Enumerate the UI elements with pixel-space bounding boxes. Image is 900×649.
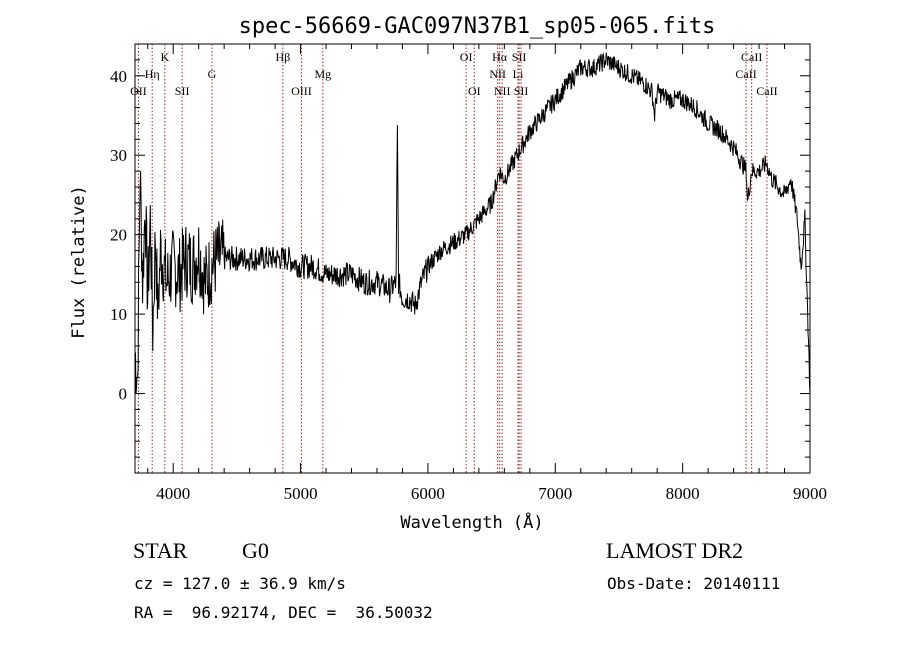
- ra-dec: RA = 96.92174, DEC = 36.50032: [134, 603, 433, 622]
- x-tick-label: 7000: [538, 484, 572, 503]
- x-tick-label: 9000: [793, 484, 827, 503]
- chart-title: spec-56669-GAC097N37B1_sp05-065.fits: [239, 14, 716, 39]
- line-marker-label: CaII: [741, 50, 762, 64]
- line-marker-label: Mg: [315, 67, 332, 81]
- line-marker-label: Li: [513, 67, 524, 81]
- x-axis-label: Wavelength (Å): [400, 511, 543, 533]
- line-marker-label: Hβ: [275, 50, 290, 64]
- line-marker-label: G: [208, 67, 217, 81]
- object-subclass: G0: [242, 538, 269, 563]
- y-axis-label: Flux (relative): [69, 185, 89, 339]
- y-tick-label: 30: [110, 146, 127, 165]
- line-marker-label: SII: [512, 50, 527, 64]
- y-tick-label: 10: [110, 305, 127, 324]
- survey-name: LAMOST DR2: [606, 538, 744, 563]
- x-tick-label: 4000: [156, 484, 190, 503]
- line-marker-label: SII: [175, 84, 190, 98]
- line-marker-label: CaII: [735, 67, 756, 81]
- observation-date: Obs-Date: 20140111: [607, 574, 781, 593]
- line-marker-label: OIII: [291, 84, 312, 98]
- y-tick-label: 0: [119, 385, 128, 404]
- plot-frame: [134, 43, 811, 474]
- y-tick-label: 40: [110, 67, 127, 86]
- y-tick-label: 20: [110, 226, 127, 245]
- x-tick-label: 8000: [666, 484, 700, 503]
- line-marker-label: CaII: [756, 84, 777, 98]
- line-marker-label: K: [160, 50, 169, 64]
- line-marker-label: NII: [489, 67, 506, 81]
- line-marker-label: NII: [494, 84, 511, 98]
- plot-area: OIIHηKSIIGHβOIIIMgOIOIHαNIINIILiSIISIICa…: [110, 43, 827, 503]
- redshift-cz: cz = 127.0 ± 36.9 km/s: [134, 574, 346, 593]
- x-tick-label: 5000: [284, 484, 318, 503]
- line-marker-label: OI: [468, 84, 481, 98]
- object-class: STAR: [133, 538, 188, 563]
- line-marker-label: OI: [460, 50, 473, 64]
- line-marker-label: OII: [130, 84, 147, 98]
- line-marker-label: SII: [514, 84, 529, 98]
- line-marker-label: Hα: [492, 50, 508, 64]
- line-marker-label: Hη: [145, 67, 160, 81]
- x-tick-label: 6000: [411, 484, 445, 503]
- spectrum-series: [134, 52, 811, 394]
